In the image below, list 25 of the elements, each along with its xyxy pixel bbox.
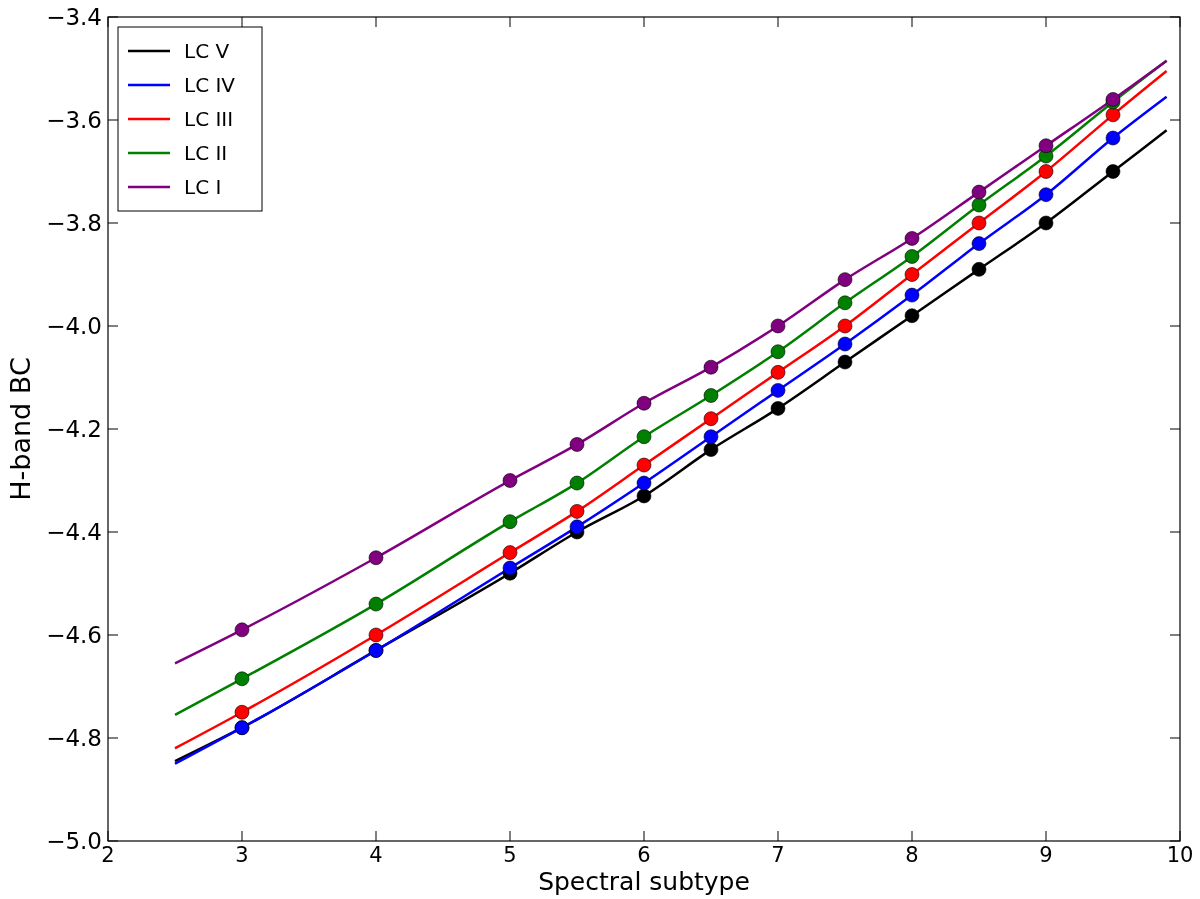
x-tick-label: 5	[503, 843, 517, 867]
x-tick-label: 10	[1166, 843, 1194, 867]
x-tick-label: 4	[369, 843, 383, 867]
legend-label: LC III	[184, 107, 234, 131]
x-tick-label: 2	[101, 843, 115, 867]
y-tick-label: −4.8	[46, 725, 102, 752]
x-tick-label: 9	[1039, 843, 1053, 867]
legend-label: LC IV	[184, 73, 236, 97]
x-axis-title: Spectral subtype	[538, 867, 750, 896]
x-tick-label: 6	[637, 843, 651, 867]
legend-label: LC V	[184, 39, 230, 63]
y-tick-label: −4.2	[46, 416, 102, 443]
y-axis-title: H-band BC	[5, 357, 36, 501]
y-tick-label: −3.8	[46, 210, 102, 237]
y-tick-label: −4.6	[46, 622, 102, 649]
y-tick-label: −3.6	[46, 107, 102, 134]
y-tick-label: −5.0	[46, 828, 102, 855]
x-tick-label: 8	[905, 843, 919, 867]
legend-label: LC I	[184, 175, 222, 199]
legend-label: LC II	[184, 141, 228, 165]
y-tick-label: −4.4	[46, 519, 102, 546]
y-tick-label: −3.4	[46, 4, 102, 31]
x-tick-label: 3	[235, 843, 249, 867]
x-tick-label: 7	[771, 843, 785, 867]
y-tick-label: −4.0	[46, 313, 102, 340]
